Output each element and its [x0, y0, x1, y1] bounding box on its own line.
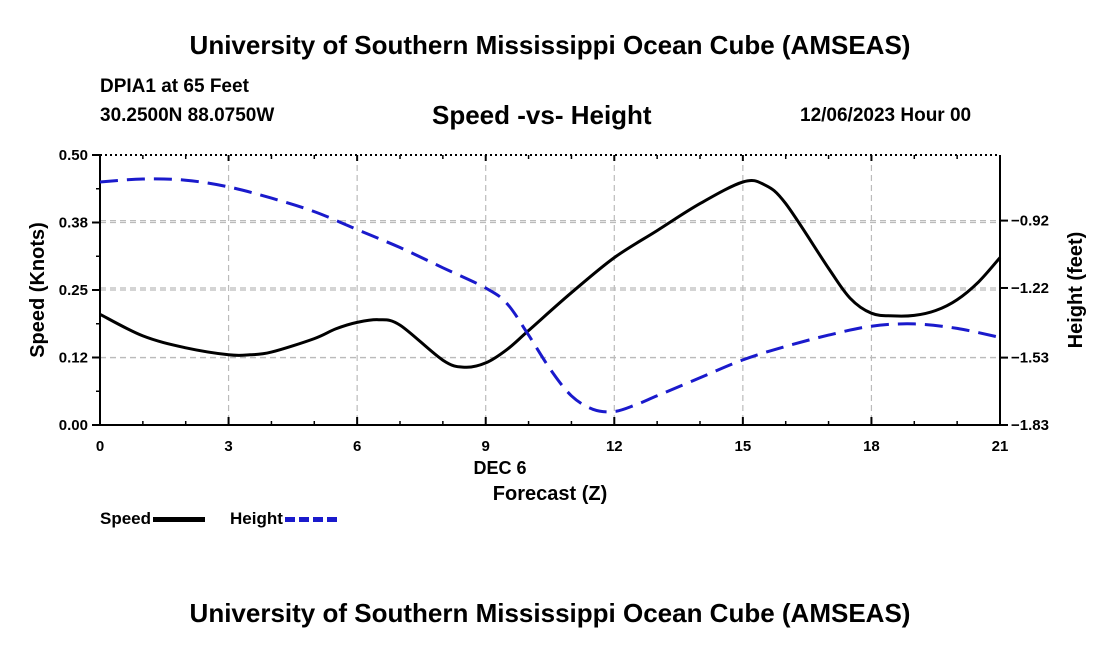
chart-title: Speed -vs- Height: [432, 100, 652, 130]
axes: 0 3 6 9 12 15 18 21 0.00 0.12 0.25 0.38 0.50 −1.83 −1.…: [59, 147, 1049, 455]
coordinates-label: 30.2500N 88.0750W: [100, 105, 275, 126]
grid: [100, 155, 1000, 426]
legend-speed-label: Speed: [100, 509, 152, 528]
x-tick-label: 12: [606, 438, 623, 455]
legend-height-swatch: [284, 516, 337, 522]
station-label: DPIA1 at 65 Feet: [100, 76, 249, 97]
x-tick-label: 21: [992, 438, 1009, 455]
y-axis-label: Speed (Knots): [27, 222, 49, 358]
page-title: University of Southern Mississippi Ocean…: [189, 30, 911, 60]
legend-height: Height: [230, 508, 337, 530]
y-tick-label: 0.12: [59, 350, 88, 367]
footer-title: University of Southern Mississippi Ocean…: [189, 598, 911, 628]
datetime-label: 12/06/2023 Hour 00: [800, 105, 972, 126]
x-tick-label: 0: [96, 438, 104, 455]
legend-speed-swatch: [153, 516, 206, 522]
x-axis-label: Forecast (Z): [493, 483, 607, 505]
legend-height-label: Height: [230, 509, 283, 528]
x-axis-date-label: DEC 6: [473, 458, 526, 478]
y2-tick-label: −1.22: [1011, 280, 1049, 297]
speed-series-line: [99, 178, 1002, 369]
height-series-line: [99, 177, 1001, 414]
x-tick-label: 6: [353, 438, 361, 455]
y2-tick-label: −1.83: [1011, 417, 1049, 434]
y2-axis-label: Height (feet): [1065, 232, 1087, 349]
series: [99, 177, 1002, 414]
y-tick-label: 0.25: [59, 282, 88, 299]
y-tick-label: 0.50: [59, 147, 88, 164]
x-tick-label: 15: [735, 438, 752, 455]
y-tick-label: 0.38: [59, 215, 88, 232]
legend-speed: Speed: [100, 508, 206, 530]
x-tick-label: 3: [224, 438, 232, 455]
x-tick-label: 18: [863, 438, 880, 455]
y-tick-label: 0.00: [59, 417, 88, 434]
x-tick-label: 9: [482, 438, 490, 455]
y2-tick-label: −1.53: [1011, 350, 1049, 367]
y2-tick-label: −0.92: [1011, 213, 1049, 230]
